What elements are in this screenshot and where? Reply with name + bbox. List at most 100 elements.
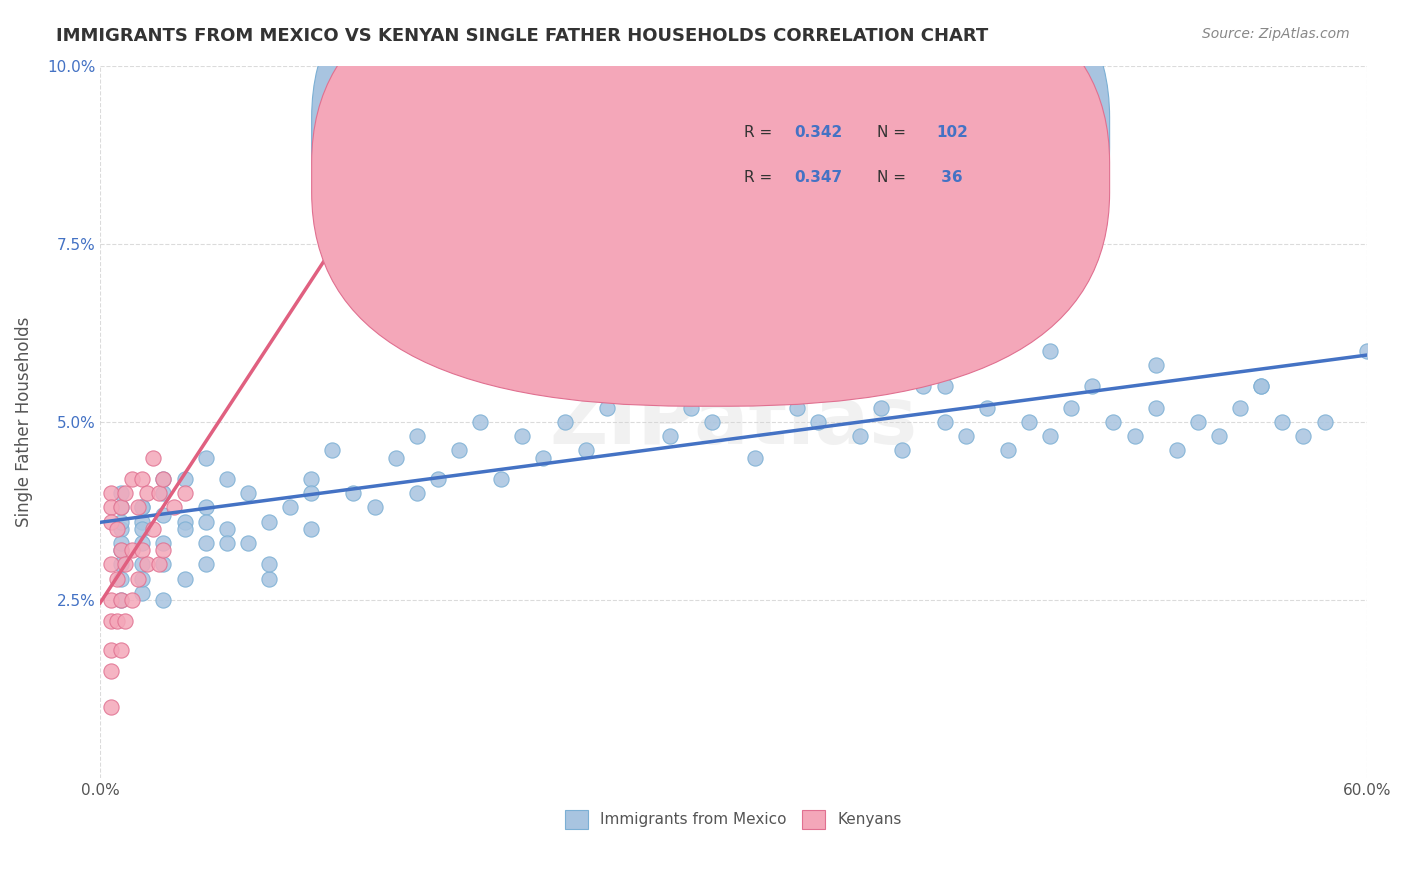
Point <box>215 472 238 486</box>
Point <box>554 415 576 429</box>
Point <box>426 472 449 486</box>
Point <box>121 472 143 486</box>
Point <box>100 500 122 515</box>
Point <box>1187 415 1209 429</box>
Y-axis label: Single Father Households: Single Father Households <box>15 317 32 527</box>
Point <box>617 379 640 393</box>
Point <box>131 536 153 550</box>
Text: 0.342: 0.342 <box>794 125 842 140</box>
Point <box>131 500 153 515</box>
Point <box>299 472 322 486</box>
Point <box>512 236 534 251</box>
Point <box>110 536 132 550</box>
Point <box>173 522 195 536</box>
Point <box>765 358 787 372</box>
Point <box>215 522 238 536</box>
Point <box>1250 379 1272 393</box>
Point <box>100 515 122 529</box>
Legend: Immigrants from Mexico, Kenyans: Immigrants from Mexico, Kenyans <box>560 804 908 835</box>
Point <box>173 515 195 529</box>
Point <box>934 415 956 429</box>
Point <box>100 486 122 500</box>
Point <box>1208 429 1230 443</box>
Point <box>1313 415 1336 429</box>
Point <box>194 450 217 465</box>
Point <box>127 500 149 515</box>
Point <box>131 543 153 558</box>
Point <box>152 536 174 550</box>
Text: 102: 102 <box>936 125 967 140</box>
Point <box>1144 401 1167 415</box>
Point <box>127 572 149 586</box>
Point <box>105 615 128 629</box>
Point <box>173 472 195 486</box>
Point <box>131 472 153 486</box>
Point <box>105 522 128 536</box>
Point <box>849 429 872 443</box>
Point <box>575 443 598 458</box>
Point <box>321 443 343 458</box>
Text: R =: R = <box>744 125 776 140</box>
Point <box>131 500 153 515</box>
Point <box>194 515 217 529</box>
FancyBboxPatch shape <box>312 0 1109 361</box>
Point <box>215 536 238 550</box>
Point <box>533 450 555 465</box>
Point <box>110 593 132 607</box>
Point <box>723 272 745 286</box>
Point <box>114 558 136 572</box>
Point <box>744 450 766 465</box>
Point <box>194 558 217 572</box>
Point <box>100 665 122 679</box>
Point <box>681 401 703 415</box>
Point <box>447 443 470 458</box>
Point <box>955 429 977 443</box>
Point <box>121 543 143 558</box>
Point <box>786 401 808 415</box>
Point <box>236 486 259 500</box>
Point <box>173 486 195 500</box>
FancyBboxPatch shape <box>312 0 1109 406</box>
Point <box>1355 343 1378 358</box>
Point <box>114 486 136 500</box>
Point <box>299 486 322 500</box>
Point <box>110 572 132 586</box>
Point <box>131 586 153 600</box>
Text: Source: ZipAtlas.com: Source: ZipAtlas.com <box>1202 27 1350 41</box>
Point <box>131 515 153 529</box>
Point <box>512 429 534 443</box>
Point <box>194 536 217 550</box>
Point <box>976 401 998 415</box>
Point <box>236 536 259 550</box>
Point <box>912 379 935 393</box>
Point <box>110 558 132 572</box>
Point <box>257 558 280 572</box>
Point <box>173 572 195 586</box>
Point <box>142 450 165 465</box>
Point <box>131 558 153 572</box>
Point <box>997 443 1019 458</box>
Point <box>659 429 682 443</box>
Point <box>405 429 427 443</box>
Point <box>468 415 491 429</box>
Point <box>100 615 122 629</box>
Point <box>342 486 364 500</box>
Point <box>110 543 132 558</box>
Point <box>135 486 157 500</box>
Point <box>1039 343 1062 358</box>
Point <box>100 700 122 714</box>
Point <box>152 543 174 558</box>
Point <box>152 472 174 486</box>
FancyBboxPatch shape <box>664 97 1069 215</box>
Point <box>163 500 186 515</box>
Point <box>110 543 132 558</box>
Point <box>152 558 174 572</box>
Point <box>1166 443 1188 458</box>
Point <box>148 486 170 500</box>
Point <box>1102 415 1125 429</box>
Point <box>1292 429 1315 443</box>
Point <box>278 500 301 515</box>
Point <box>891 443 914 458</box>
Point <box>131 572 153 586</box>
Point <box>617 308 640 322</box>
